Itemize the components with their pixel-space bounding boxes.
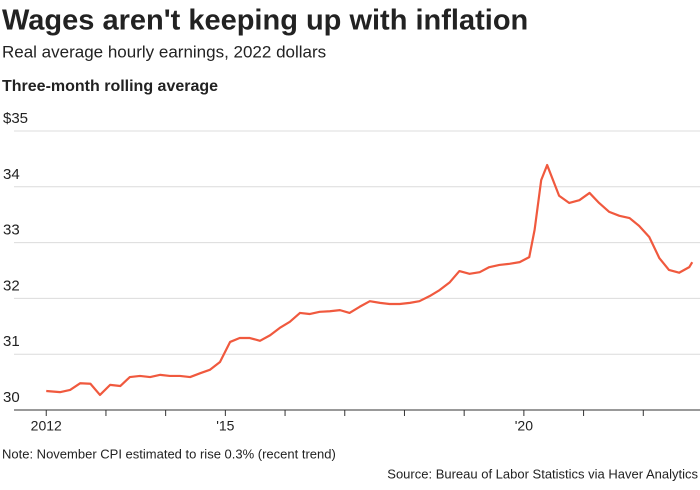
y-tick-label: 31: [3, 333, 20, 350]
source: Source: Bureau of Labor Statistics via H…: [387, 466, 698, 481]
y-axis-label: Three-month rolling average: [2, 78, 218, 95]
x-tick-label: '15: [216, 418, 234, 434]
note: Note: November CPI estimated to rise 0.3…: [2, 446, 336, 461]
y-tick-label: 30: [3, 389, 20, 406]
y-tick-label: 34: [3, 166, 20, 183]
y-tick-label: 32: [3, 277, 20, 294]
chart-subtitle: Real average hourly earnings, 2022 dolla…: [2, 42, 326, 61]
data-line: [46, 163, 694, 397]
y-tick-label: $35: [3, 110, 28, 127]
x-tick-label: '20: [515, 418, 533, 434]
x-tick-label: 2012: [31, 418, 62, 434]
chart-title: Wages aren't keeping up with inflation: [2, 5, 528, 37]
y-tick-label: 33: [3, 222, 20, 239]
